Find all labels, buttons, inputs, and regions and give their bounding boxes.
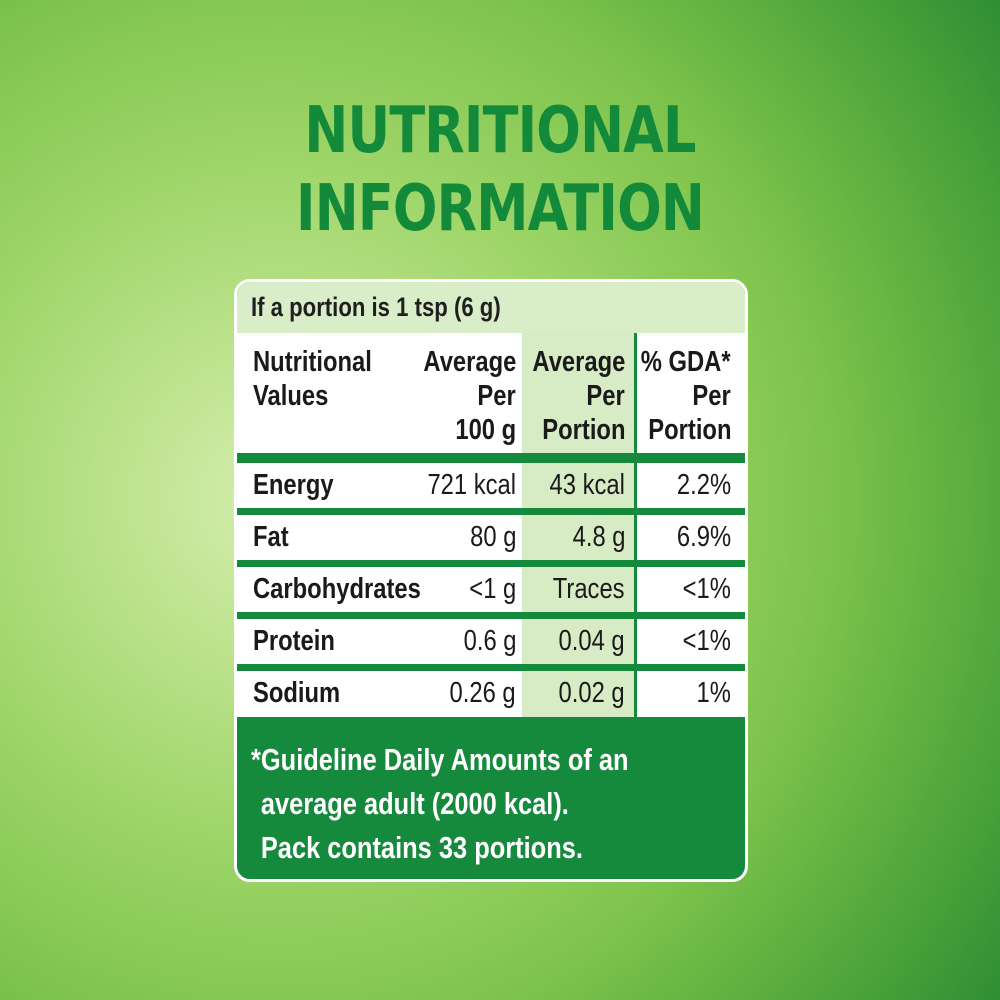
title-line-2: INFORMATION [296, 172, 705, 246]
row-cell-name: Sodium 0.26 g [237, 671, 522, 717]
row-name: Energy [253, 469, 334, 501]
row-cell-gda: 2.2% [637, 463, 745, 508]
header-col3-line2: Per [586, 380, 625, 412]
row-cell-portion: 0.04 g [522, 619, 634, 664]
row-cell-name: Carbohydrates <1 g [237, 567, 522, 612]
header-nutritional-values: Nutritional Values Average Per 100 g [237, 333, 522, 453]
table-row: Fat 80 g 4.8 g 6.9% [237, 515, 745, 560]
row-cell-portion: 0.02 g [522, 671, 634, 717]
row-per-portion: 43 kcal [549, 469, 625, 501]
row-cell-name: Fat 80 g [237, 515, 522, 560]
row-per100g: <1 g [469, 573, 516, 605]
footnote-line-1: *Guideline Daily Amounts of an [251, 742, 629, 777]
title-line-1: NUTRITIONAL [304, 94, 696, 168]
portion-note: If a portion is 1 tsp (6 g) [237, 282, 745, 333]
table-row: Energy 721 kcal 43 kcal 2.2% [237, 463, 745, 508]
nutrition-panel: If a portion is 1 tsp (6 g) Nutritional … [234, 279, 748, 882]
page-title: NUTRITIONAL INFORMATION [90, 92, 910, 248]
row-gda: <1% [682, 625, 731, 657]
row-name: Protein [253, 625, 335, 657]
header-col3-line1: Average [532, 346, 625, 378]
row-per-portion: 0.02 g [558, 677, 625, 709]
row-per100g: 721 kcal [427, 469, 516, 501]
row-cell-portion: 4.8 g [522, 515, 634, 560]
portion-note-text: If a portion is 1 tsp (6 g) [251, 292, 501, 322]
row-cell-gda: 1% [637, 671, 745, 717]
table-header-row: Nutritional Values Average Per 100 g Ave… [237, 333, 745, 453]
row-per100g: 80 g [469, 521, 516, 553]
table-row: Carbohydrates <1 g Traces <1% [237, 567, 745, 612]
header-col4-line3: Portion [647, 414, 731, 446]
header-gda: % GDA* Per Portion [637, 333, 745, 453]
row-cell-gda: 6.9% [637, 515, 745, 560]
header-col1-line2: Values [253, 380, 329, 412]
row-name: Sodium [253, 677, 341, 709]
footnote-line-3: Pack contains 33 portions. [260, 830, 583, 865]
row-gda: 6.9% [676, 521, 731, 553]
header-col2-line1: Average [423, 346, 516, 378]
footnote-line-2: average adult (2000 kcal). [260, 786, 569, 821]
row-cell-gda: <1% [637, 619, 745, 664]
row-per100g: 0.6 g [463, 625, 516, 657]
header-col4-line2: Per [692, 380, 731, 412]
row-cell-name: Energy 721 kcal [237, 463, 522, 508]
row-gda: <1% [682, 573, 731, 605]
row-cell-portion: Traces [522, 567, 634, 612]
gda-footnote: *Guideline Daily Amounts of an average a… [251, 738, 711, 870]
row-cell-name: Protein 0.6 g [237, 619, 522, 664]
header-col3-line3: Portion [541, 414, 625, 446]
row-gda: 1% [696, 677, 731, 709]
header-col4-line1: % GDA* [641, 346, 731, 378]
row-per-portion: 0.04 g [558, 625, 625, 657]
table-row: Protein 0.6 g 0.04 g <1% [237, 619, 745, 664]
row-name: Carbohydrates [253, 573, 421, 605]
row-name: Fat [253, 521, 289, 553]
row-per-portion: Traces [553, 573, 625, 605]
row-gda: 2.2% [676, 469, 731, 501]
table-row: Sodium 0.26 g 0.02 g 1% [237, 671, 745, 717]
header-col2-line3: 100 g [455, 414, 516, 446]
row-per100g: 0.26 g [449, 677, 516, 709]
row-cell-gda: <1% [637, 567, 745, 612]
row-cell-portion: 43 kcal [522, 463, 634, 508]
header-col2-line2: Per [477, 380, 516, 412]
row-per-portion: 4.8 g [572, 521, 625, 553]
header-col1-line1: Nutritional [253, 346, 372, 378]
header-per-portion: Average Per Portion [522, 333, 634, 453]
